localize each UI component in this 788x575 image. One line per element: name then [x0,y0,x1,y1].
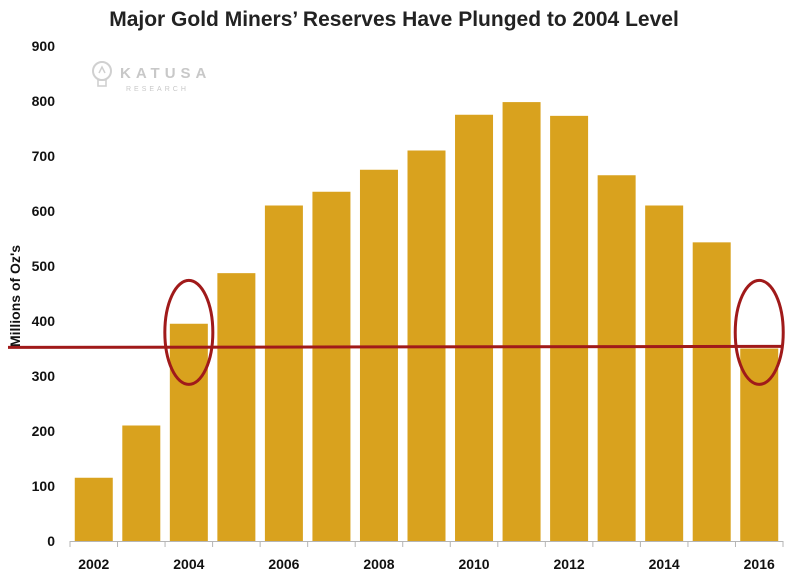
bar-series [74,102,779,541]
bar-2013 [597,175,636,541]
bar-2004 [169,323,208,541]
x-axis: 2002 2004 2006 2008 2010 2012 2014 2016 [69,541,784,572]
annotations [7,278,785,386]
katusa-watermark: KATUSA RESEARCH [92,61,211,93]
chart-title: Major Gold Miners’ Reserves Have Plunged… [109,8,679,31]
bar-2002 [74,477,113,541]
x-tick-label: 2014 [649,556,680,572]
y-tick-label: 600 [32,203,56,219]
y-tick-label: 300 [32,368,56,384]
y-tick-label: 100 [32,478,56,494]
watermark-sub: RESEARCH [126,86,189,93]
y-tick-label: 0 [47,533,55,549]
bar-2006 [264,205,303,541]
x-tick-label: 2008 [363,556,394,572]
bar-2011 [502,102,541,541]
bar-2007 [312,191,351,541]
bar-2005 [217,273,256,541]
y-tick-label: 200 [32,423,56,439]
x-tick-label: 2010 [458,556,489,572]
x-tick-label: 2002 [78,556,109,572]
watermark-brand: KATUSA [120,65,211,82]
x-tick-label: 2006 [268,556,299,572]
bar-2008 [359,169,398,541]
x-tick-label: 2016 [744,556,775,572]
y-tick-label: 700 [32,148,56,164]
bar-2015 [692,242,731,541]
y-axis-ticks: 0 100 200 300 400 500 600 700 800 900 [32,38,56,549]
y-axis-label: Millions of Oz's [7,245,23,347]
bar-2016 [740,348,779,541]
y-axis-label-group: Millions of Oz's [7,245,23,347]
y-tick-label: 400 [32,313,56,329]
bar-2010 [455,114,494,541]
x-tick-label: 2004 [173,556,204,572]
y-tick-label: 500 [32,258,56,274]
bar-2012 [550,115,589,541]
y-tick-label: 800 [32,93,56,109]
reference-line [7,344,784,349]
bar-2014 [645,205,684,541]
highlight-ellipse-2016 [733,278,785,386]
lightbulb-icon [92,61,112,87]
highlight-ellipse-2004 [163,278,215,386]
bar-2003 [122,425,161,541]
x-tick-label: 2012 [554,556,585,572]
y-tick-label: 900 [32,38,56,54]
